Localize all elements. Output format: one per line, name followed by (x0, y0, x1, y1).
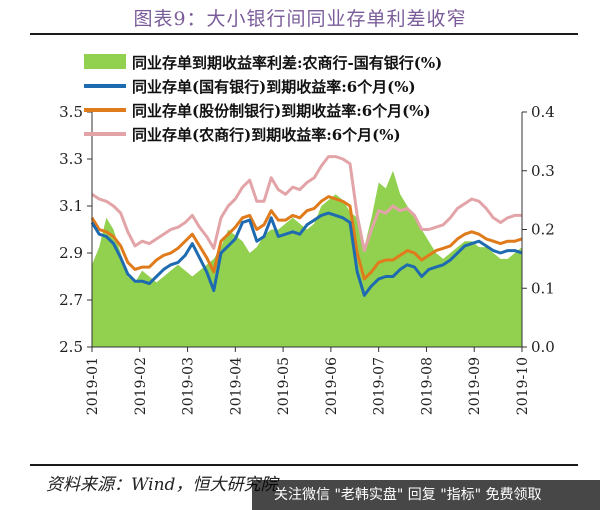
x-tick-label: 2019-08 (419, 357, 435, 415)
left-tick-label: 3.1 (59, 197, 83, 215)
wechat-watermark: 关注微信 "老韩实盘" 回复 "指标" 免费领取 (252, 480, 600, 510)
left-tick-label: 3.3 (59, 150, 83, 168)
legend-state-label: 同业存单(国有银行)到期收益率:6个月(%) (132, 78, 416, 96)
x-tick-label: 2019-02 (133, 357, 149, 415)
legend-rural-label: 同业存单(农商行)到期收益率:6个月(%) (132, 126, 401, 144)
left-tick-label: 2.5 (59, 338, 83, 356)
joint-stock-line (90, 195, 523, 281)
title-divider (30, 33, 578, 35)
spread-area (92, 170, 522, 347)
x-tick-label: 2019-01 (85, 357, 101, 415)
state-bank-line (90, 211, 523, 297)
legend-spread-label: 同业存单到期收益率利差:农商行-国有银行(%) (132, 54, 442, 72)
right-tick-label: 0.3 (531, 162, 555, 180)
legend-joint-label: 同业存单(股份制银行)到期收益率:6个月(%) (132, 102, 431, 120)
chart-title: 图表9：大小银行间同业存单利差收窄 (133, 8, 467, 30)
right-tick-label: 0.1 (531, 279, 555, 297)
left-tick-label: 2.7 (59, 291, 83, 309)
right-tick-label: 0.0 (531, 338, 555, 356)
right-tick-label: 0.2 (531, 221, 555, 239)
left-tick-label: 3.5 (59, 103, 83, 121)
x-tick-label: 2019-06 (324, 357, 340, 415)
x-tick-label: 2019-04 (228, 357, 244, 415)
x-tick-label: 2019-10 (515, 357, 531, 415)
x-tick-label: 2019-09 (467, 357, 483, 415)
x-tick-label: 2019-05 (276, 357, 292, 415)
rural-bank-line (91, 155, 522, 253)
x-tick-label: 2019-07 (372, 357, 388, 415)
left-tick-label: 2.9 (59, 244, 83, 262)
source-note: 资料来源：Wind，恒大研究院 (46, 475, 278, 495)
source-divider (30, 464, 578, 466)
x-tick-label: 2019-03 (181, 357, 197, 415)
right-tick-label: 0.4 (531, 103, 555, 121)
legend-spread-swatch (84, 54, 126, 69)
